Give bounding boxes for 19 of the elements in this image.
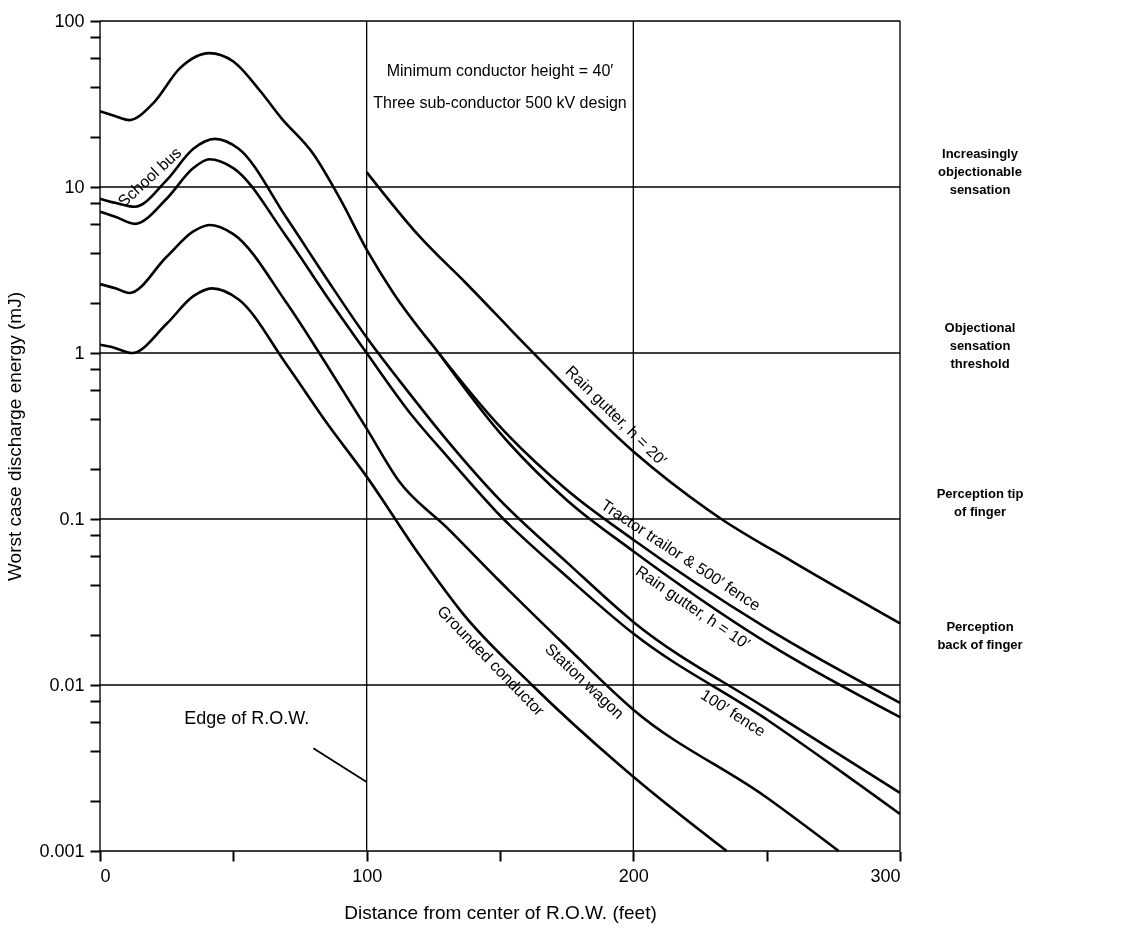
y-tick-label: 1 — [74, 342, 85, 363]
text: Perception back of finger — [937, 618, 1023, 652]
annotation: Edge of R.O.W. — [184, 708, 310, 729]
x-tick-label: 200 — [618, 865, 649, 886]
x-tick-label: 300 — [870, 865, 901, 886]
y-tick-label: 10 — [64, 176, 85, 197]
x-tick-label: 100 — [352, 865, 383, 886]
y-tick-label: 0.1 — [59, 508, 85, 529]
annotation: Three sub-conductor 500 kV design — [373, 94, 627, 111]
text: Increasingly objectionable sensation — [938, 145, 1022, 197]
y-tick-label: 100 — [54, 10, 85, 31]
text: Objectional sensation threshold — [944, 320, 1016, 372]
y-tick-label: 0.001 — [39, 840, 85, 861]
y-tick-label: 0.01 — [49, 674, 85, 695]
x-axis-title: Distance from center of R.O.W. (feet) — [344, 901, 657, 923]
y-axis-title: Worst case discharge energy (mJ) — [4, 292, 26, 581]
annotation: Minimum conductor height = 40′ — [386, 62, 614, 79]
text: Perception tip of finger — [936, 486, 1024, 520]
x-tick-label: 0 — [100, 865, 111, 886]
